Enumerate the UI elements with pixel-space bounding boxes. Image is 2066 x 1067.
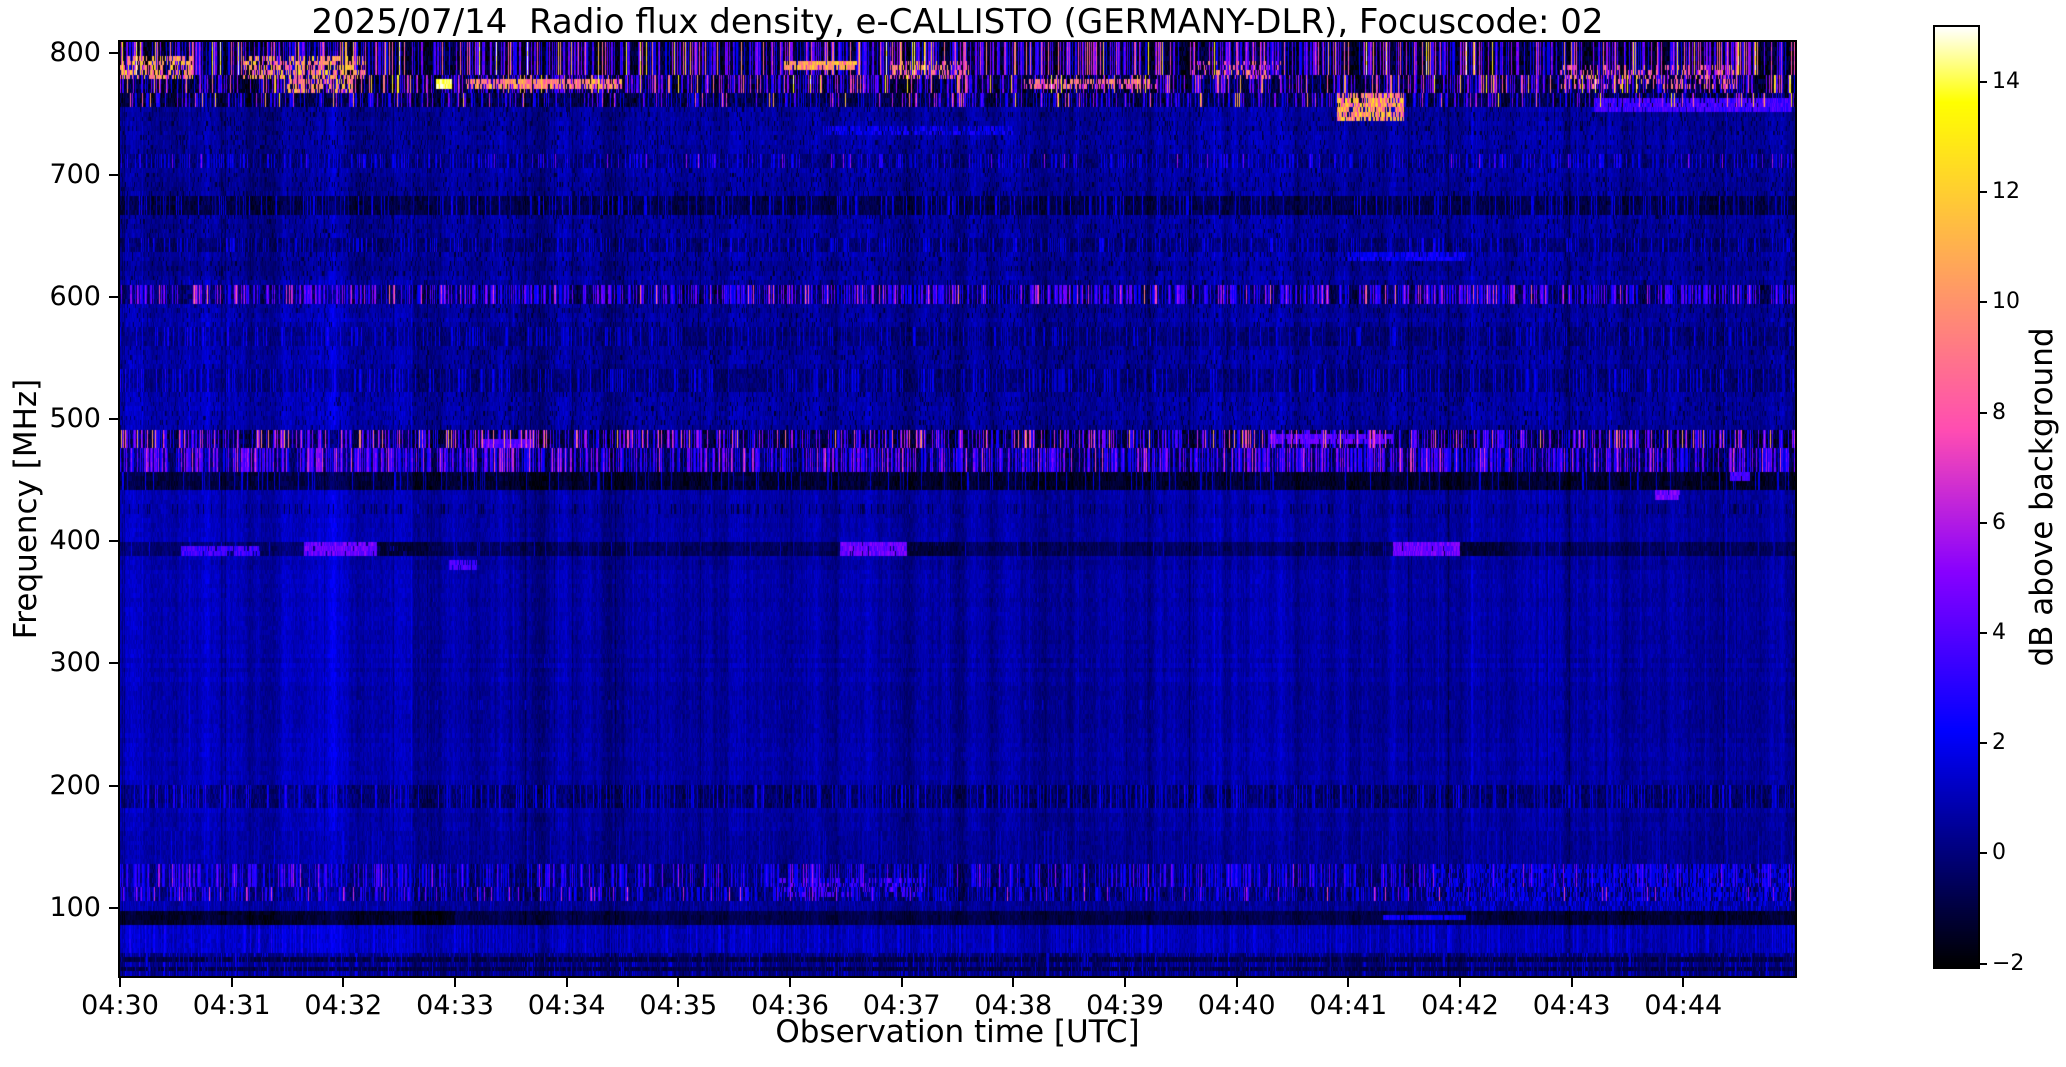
- y-tick: [109, 540, 118, 543]
- x-tick: [1124, 978, 1126, 987]
- x-tick-label: 04:41: [1309, 990, 1388, 1021]
- y-tick: [109, 906, 118, 909]
- x-tick: [900, 978, 903, 987]
- colorbar-tick: [1980, 962, 1987, 965]
- x-tick-label: 04:40: [1197, 990, 1276, 1021]
- y-tick: [109, 418, 118, 421]
- x-tick: [342, 978, 345, 987]
- colorbar-tick: [1980, 411, 1987, 414]
- x-tick: [565, 978, 568, 987]
- y-tick-label: 600: [49, 281, 101, 313]
- x-tick-label: 04:38: [974, 990, 1053, 1021]
- x-tick-label: 04:30: [81, 990, 159, 1021]
- x-tick-label: 04:37: [862, 990, 941, 1021]
- colorbar-frame: [1933, 25, 1980, 969]
- colorbar-tick-label: 4: [1992, 620, 2006, 646]
- y-tick-label: 400: [49, 525, 101, 557]
- x-tick-label: 04:43: [1532, 990, 1611, 1021]
- y-tick-label: 700: [49, 159, 101, 191]
- x-tick: [1682, 978, 1685, 987]
- x-tick: [230, 978, 233, 987]
- colorbar-tick: [1980, 521, 1987, 524]
- colorbar-tick-label: 14: [1992, 69, 2020, 95]
- colorbar-tick: [1980, 852, 1987, 855]
- colorbar-tick: [1980, 632, 1987, 635]
- x-tick: [1012, 978, 1015, 987]
- x-tick: [677, 978, 680, 987]
- y-tick-label: 500: [49, 403, 101, 435]
- colorbar-label-text: dB above background: [2024, 327, 2060, 667]
- chart-title: 2025/07/14 Radio flux density, e-CALLIST…: [311, 2, 1604, 42]
- x-axis-label: Observation time [UTC]: [775, 1014, 1140, 1050]
- x-tick-label: 04:36: [751, 990, 829, 1021]
- colorbar-tick: [1980, 191, 1987, 194]
- spectrogram-canvas: [120, 42, 1795, 976]
- colorbar-tick-label: 6: [1992, 509, 2006, 535]
- y-tick-label: 100: [49, 891, 101, 923]
- x-tick-label: 04:42: [1421, 990, 1499, 1021]
- colorbar-canvas: [1935, 27, 1978, 967]
- x-tick-label: 04:31: [192, 990, 271, 1021]
- x-tick: [454, 978, 456, 987]
- x-tick: [789, 978, 791, 987]
- x-tick: [1235, 978, 1238, 987]
- x-tick-label: 04:35: [639, 990, 718, 1021]
- x-tick-label: 04:33: [416, 990, 494, 1021]
- x-tick: [119, 978, 121, 987]
- x-tick-label: 04:39: [1086, 990, 1164, 1021]
- colorbar-tick-label: 0: [1992, 840, 2006, 866]
- y-tick: [109, 174, 118, 177]
- colorbar-tick-label: −2: [1992, 950, 2025, 976]
- colorbar-tick-label: 8: [1992, 399, 2006, 425]
- colorbar-tick-label: 2: [1992, 730, 2006, 756]
- colorbar-tick-label: 10: [1992, 289, 2020, 315]
- colorbar-tick: [1980, 81, 1987, 84]
- y-tick-label: 300: [49, 647, 101, 679]
- y-tick: [109, 296, 118, 299]
- y-tick: [109, 51, 118, 54]
- colorbar-tick-label: 12: [1992, 179, 2020, 205]
- colorbar-tick: [1980, 742, 1987, 745]
- x-tick-label: 04:44: [1644, 990, 1723, 1021]
- plot-frame: [118, 40, 1797, 978]
- x-tick: [1347, 978, 1350, 987]
- x-tick: [1570, 978, 1573, 987]
- y-tick-label: 800: [49, 36, 101, 68]
- y-tick: [109, 784, 118, 787]
- y-tick-label: 200: [49, 769, 101, 801]
- y-tick: [109, 662, 118, 665]
- x-tick: [1459, 978, 1461, 987]
- x-tick-label: 04:32: [304, 990, 383, 1021]
- x-tick-label: 04:34: [527, 990, 606, 1021]
- colorbar-tick: [1980, 301, 1987, 304]
